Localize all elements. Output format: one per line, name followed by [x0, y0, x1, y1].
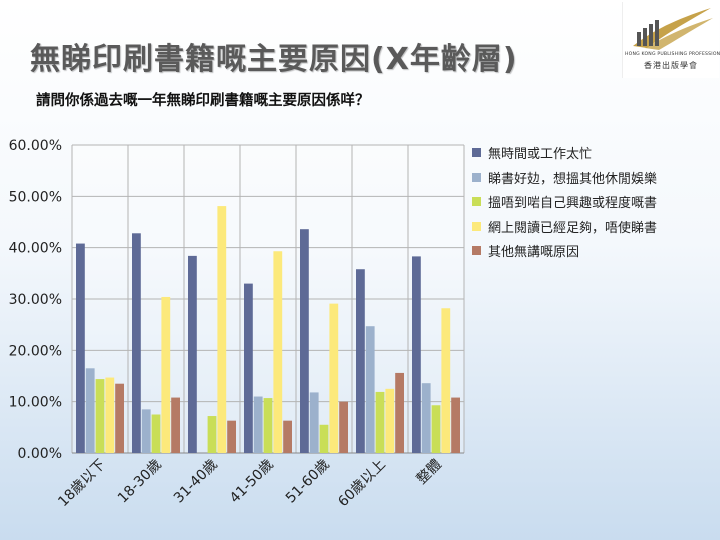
bar: [385, 388, 395, 453]
bar: [329, 303, 339, 453]
legend-swatch: [472, 221, 481, 231]
y-tick-label: 10.00%: [9, 395, 62, 411]
logo-english-text: HONG KONG PUBLISHING PROFESSIONALS SOCIE…: [625, 52, 720, 57]
bar: [76, 243, 85, 453]
bar: [309, 392, 319, 453]
bar: [375, 391, 385, 453]
bar: [319, 424, 329, 453]
legend-label: 其他無講嘅原因: [488, 245, 580, 260]
legend-swatch: [472, 172, 481, 182]
legend-label: 網上閱讀已經足夠，唔使睇書: [488, 220, 658, 236]
bar: [141, 409, 151, 453]
logo-chinese-text: 香港出版學會: [644, 61, 698, 70]
bar: [95, 379, 105, 453]
y-tick-label: 60.00%: [9, 138, 62, 154]
x-tick-label: 整體: [414, 457, 445, 488]
slide-subtitle: 請問你係過去嘅一年無睇印刷書籍嘅主要原因係咩？: [36, 93, 370, 109]
bar: [161, 296, 171, 453]
society-logo: HONG KONG PUBLISHING PROFESSIONALS SOCIE…: [622, 2, 720, 78]
bar: [253, 396, 263, 453]
y-tick-label: 30.00%: [9, 292, 62, 308]
bar: [227, 420, 236, 453]
y-tick-label: 50.00%: [9, 189, 62, 205]
bar: [451, 397, 460, 453]
bar: [300, 229, 309, 453]
bar: [132, 233, 141, 453]
bar: [85, 368, 95, 453]
y-tick-label: 0.00%: [18, 446, 62, 462]
bar: [356, 269, 365, 453]
bar: [105, 377, 115, 453]
bar: [217, 206, 227, 453]
legend-label: 睇書好攰，想搵其他休閒娛樂: [488, 171, 658, 187]
x-tick-label: 18歲以下: [55, 457, 109, 511]
bar: [283, 420, 292, 453]
bar: [207, 416, 217, 453]
bar: [171, 397, 180, 453]
x-tick-label: 51-60歲: [283, 457, 333, 507]
bar: [365, 326, 375, 453]
bar: [431, 405, 441, 453]
bar: [151, 414, 161, 453]
x-tick-label: 18-30歲: [115, 457, 165, 507]
slide-title: 無睇印刷書籍嘅主要原因(X年齡層): [30, 42, 518, 77]
x-tick-label: 41-50歲: [227, 457, 277, 507]
bar: [115, 383, 124, 453]
bar: [421, 383, 431, 453]
y-tick-label: 40.00%: [9, 241, 62, 257]
logo-mark: [633, 8, 713, 50]
bar: [395, 372, 404, 453]
legend-label: 無時間或工作太忙: [488, 147, 593, 162]
legend-swatch: [472, 246, 481, 255]
x-tick-label: 60歲以上: [335, 457, 389, 511]
bar: [273, 251, 283, 453]
bar: [244, 283, 253, 453]
bar: [441, 308, 451, 453]
bar: [412, 256, 421, 453]
legend-label: 搵唔到啱自己興趣或程度嘅書: [488, 196, 658, 211]
x-tick-label: 31-40歲: [171, 457, 221, 507]
legend-swatch: [472, 148, 481, 157]
bar: [339, 401, 348, 453]
bar: [188, 255, 197, 453]
legend-swatch: [472, 197, 481, 206]
bar: [263, 398, 273, 453]
y-tick-label: 20.00%: [9, 343, 62, 359]
